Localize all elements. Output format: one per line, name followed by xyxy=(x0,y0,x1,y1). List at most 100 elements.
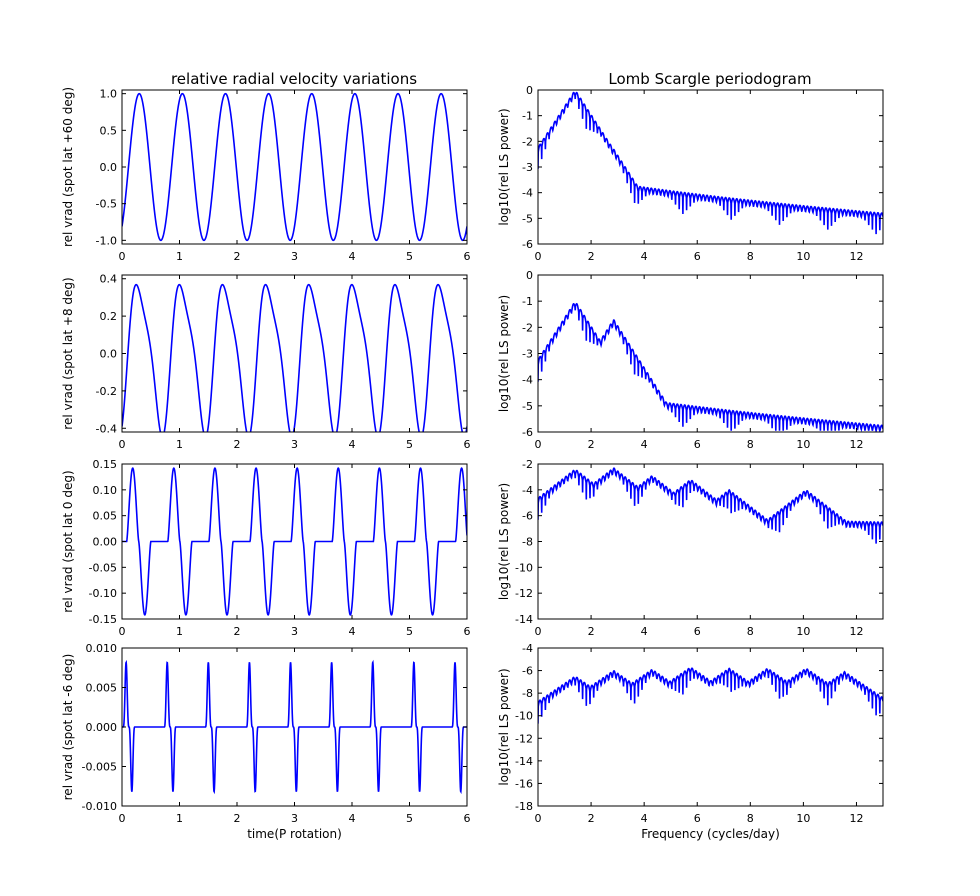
y-tick-label: -0.010 xyxy=(82,800,117,813)
series-line xyxy=(538,667,883,724)
y-tick-label: -0.5 xyxy=(96,198,117,211)
panel-right-1: 0 2 4 6 8 10 12 -6 -5 -4 -3 -2 -1 0 log10(rel LS power… xyxy=(497,269,884,451)
x-tick-label: 12 xyxy=(849,625,863,638)
x-tick-label: 3 xyxy=(291,250,298,263)
x-tick-label: 4 xyxy=(349,250,356,263)
y-tick-label: -12 xyxy=(515,732,533,745)
y-tick-label: -16 xyxy=(515,777,533,790)
y-tick-label: -2 xyxy=(522,135,533,148)
panel-right-0: 0 2 4 6 8 10 12 -6 -5 -4 -3 -2 -1 0 log10(rel LS power… xyxy=(497,84,884,263)
y-tick-label: 0.2 xyxy=(100,310,118,323)
axes-frame xyxy=(537,647,884,807)
x-tick-label: 2 xyxy=(234,250,241,263)
series-line xyxy=(122,467,467,616)
y-tick-label: -18 xyxy=(515,800,533,813)
x-tick-label: 10 xyxy=(796,250,810,263)
series-line xyxy=(122,283,467,432)
x-tick-label: 2 xyxy=(588,625,595,638)
y-axis-label: rel vrad (spot lat 0 deg) xyxy=(61,470,75,612)
x-tick-label: 12 xyxy=(849,438,863,451)
panel-left-0: 0 1 2 3 4 5 6 -1.0 -0.5 0.0 0.5 1.0 rel vrad (spot l… xyxy=(61,87,471,263)
panel-left-1: 0 1 2 3 4 5 6 -0.4 -0.2 0.0 0.2 0.4 rel vrad (spot l… xyxy=(61,273,471,451)
x-tick-label: 0 xyxy=(119,250,126,263)
x-tick-label: 8 xyxy=(747,812,754,825)
y-tick-label: 0.5 xyxy=(100,124,118,137)
y-tick-label: 0.005 xyxy=(86,682,118,695)
x-tick-label: 2 xyxy=(588,812,595,825)
y-tick-label: 0.00 xyxy=(93,536,118,549)
y-tick-label: -6 xyxy=(522,665,533,678)
series-line xyxy=(538,467,883,544)
y-axis-label: log10(rel LS power) xyxy=(497,483,511,600)
x-tick-label: 4 xyxy=(641,812,648,825)
x-tick-label: 1 xyxy=(176,250,183,263)
x-tick-label: 8 xyxy=(747,250,754,263)
y-tick-label: -12 xyxy=(515,587,533,600)
y-tick-label: -14 xyxy=(515,755,533,768)
panel-left-2: 0 1 2 3 4 5 6 -0.15 -0.10 -0.05 0.00 0.05 0.10 0.15 re… xyxy=(61,458,471,638)
x-tick-label: 5 xyxy=(406,812,413,825)
x-tick-label: 2 xyxy=(234,812,241,825)
y-tick-label: -5 xyxy=(522,212,533,225)
y-axis-label: rel vrad (spot lat +8 deg) xyxy=(61,277,75,429)
y-tick-label: -1 xyxy=(522,110,533,123)
x-tick-label: 3 xyxy=(291,812,298,825)
y-tick-label: -4 xyxy=(522,187,533,200)
series-line xyxy=(538,302,883,432)
y-tick-label: -0.2 xyxy=(96,385,117,398)
y-tick-label: -4 xyxy=(522,642,533,655)
x-tick-label: 1 xyxy=(176,625,183,638)
x-tick-label: 6 xyxy=(694,812,701,825)
x-tick-label: 10 xyxy=(796,625,810,638)
x-tick-label: 1 xyxy=(176,812,183,825)
x-tick-label: 5 xyxy=(406,625,413,638)
x-tick-label: 0 xyxy=(535,812,542,825)
y-axis-label: log10(rel LS power) xyxy=(497,108,511,225)
y-axis-label: log10(rel LS power) xyxy=(497,668,511,785)
y-tick-label: 0.010 xyxy=(86,642,118,655)
x-tick-label: 4 xyxy=(349,812,356,825)
y-tick-label: -10 xyxy=(515,710,533,723)
y-tick-label: -2 xyxy=(522,321,533,334)
x-tick-label: 6 xyxy=(694,250,701,263)
y-tick-label: -8 xyxy=(522,687,533,700)
x-tick-label: 2 xyxy=(588,438,595,451)
y-tick-label: -0.15 xyxy=(89,613,117,626)
x-tick-label: 10 xyxy=(796,438,810,451)
x-tick-label: 6 xyxy=(464,250,471,263)
x-tick-label: 4 xyxy=(641,438,648,451)
y-tick-label: -10 xyxy=(515,561,533,574)
panel-left-3: 0 1 2 3 4 5 6 -0.010 -0.005 0.000 0.005 0.010 rel vr… xyxy=(61,642,471,841)
y-tick-label: -6 xyxy=(522,238,533,251)
y-tick-label: 0.10 xyxy=(93,484,118,497)
y-tick-label: -5 xyxy=(522,400,533,413)
right-column-title: Lomb Scargle periodogram xyxy=(608,70,811,88)
x-tick-label: 6 xyxy=(694,625,701,638)
y-tick-label: 0.0 xyxy=(100,161,118,174)
x-tick-label: 4 xyxy=(641,625,648,638)
y-tick-label: -0.005 xyxy=(82,761,117,774)
y-tick-label: -1.0 xyxy=(96,234,117,247)
series-line xyxy=(122,92,467,242)
x-tick-label: 3 xyxy=(291,625,298,638)
x-tick-label: 4 xyxy=(641,250,648,263)
y-tick-label: -2 xyxy=(522,458,533,471)
y-tick-label: -4 xyxy=(522,374,533,387)
x-tick-label: 3 xyxy=(291,438,298,451)
x-tick-label: 0 xyxy=(119,812,126,825)
panel-right-2: 0 2 4 6 8 10 12 -14 -12 -10 -8 -6 -4 -2 log10(rel LS p… xyxy=(497,458,884,638)
x-tick-label: 6 xyxy=(464,812,471,825)
y-tick-label: -3 xyxy=(522,348,533,361)
y-tick-label: -6 xyxy=(522,426,533,439)
y-tick-label: 0.05 xyxy=(93,510,118,523)
y-tick-label: 0.000 xyxy=(86,721,118,734)
x-tick-label: 8 xyxy=(747,625,754,638)
x-tick-label: 1 xyxy=(176,438,183,451)
x-tick-label: 10 xyxy=(796,812,810,825)
x-tick-label: 12 xyxy=(849,250,863,263)
panel-right-3: 0 2 4 6 8 10 12 -18 -16 -14 -12 -10 -8 -6 -4 log10(rel … xyxy=(497,642,884,841)
y-tick-label: -0.10 xyxy=(89,587,117,600)
x-tick-label: 0 xyxy=(119,625,126,638)
y-tick-label: -14 xyxy=(515,613,533,626)
